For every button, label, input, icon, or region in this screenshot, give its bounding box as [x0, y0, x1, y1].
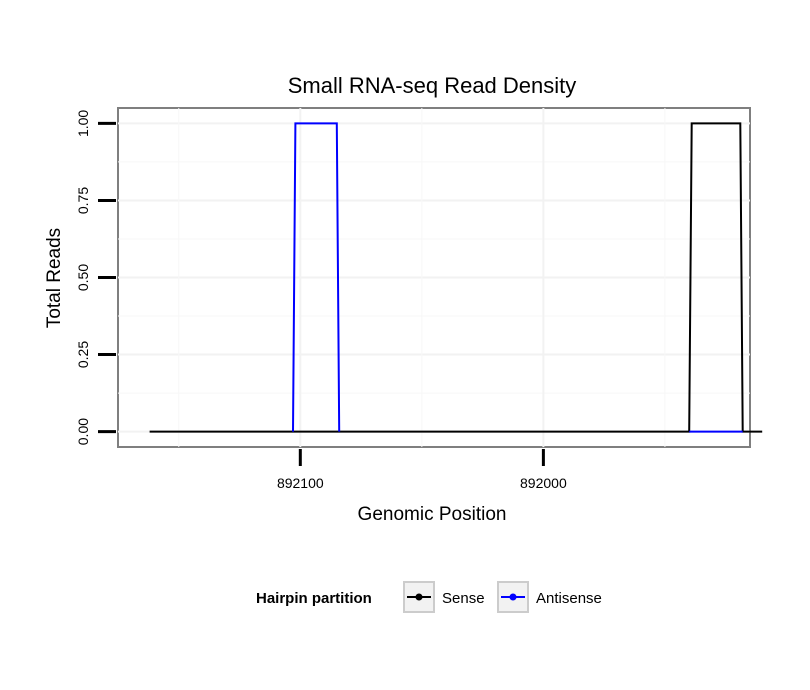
y-tick-label: 0.50	[75, 264, 91, 291]
legend: Hairpin partition Sense Antisense	[256, 581, 602, 613]
y-tick-label: 0.00	[75, 418, 91, 445]
x-tick-label: 892000	[520, 475, 567, 491]
legend-key-antisense-dot	[509, 593, 517, 601]
y-axis-title: Total Reads	[44, 228, 65, 328]
y-tick-label: 0.25	[75, 341, 91, 368]
legend-title: Hairpin partition	[256, 590, 372, 607]
x-tick-label: 892100	[277, 475, 324, 491]
plot-panel	[117, 107, 763, 448]
series-line-antisense-2	[292, 122, 341, 432]
legend-key-sense-dot	[415, 593, 423, 601]
series-line-sense-0	[149, 122, 763, 433]
chart-title: Small RNA-seq Read Density	[288, 73, 577, 98]
legend-label-antisense: Antisense	[536, 590, 602, 607]
series-lines	[149, 122, 763, 433]
legend-label-sense: Sense	[442, 590, 485, 607]
x-axis-title: Genomic Position	[358, 504, 507, 525]
gridlines	[118, 108, 750, 447]
y-tick-label: 0.75	[75, 187, 91, 214]
y-axis-ticks: 0.00 0.25 0.50 0.75 1.00	[75, 110, 116, 445]
x-axis-ticks: 892100 892000	[277, 449, 567, 491]
y-tick-label: 1.00	[75, 110, 91, 137]
